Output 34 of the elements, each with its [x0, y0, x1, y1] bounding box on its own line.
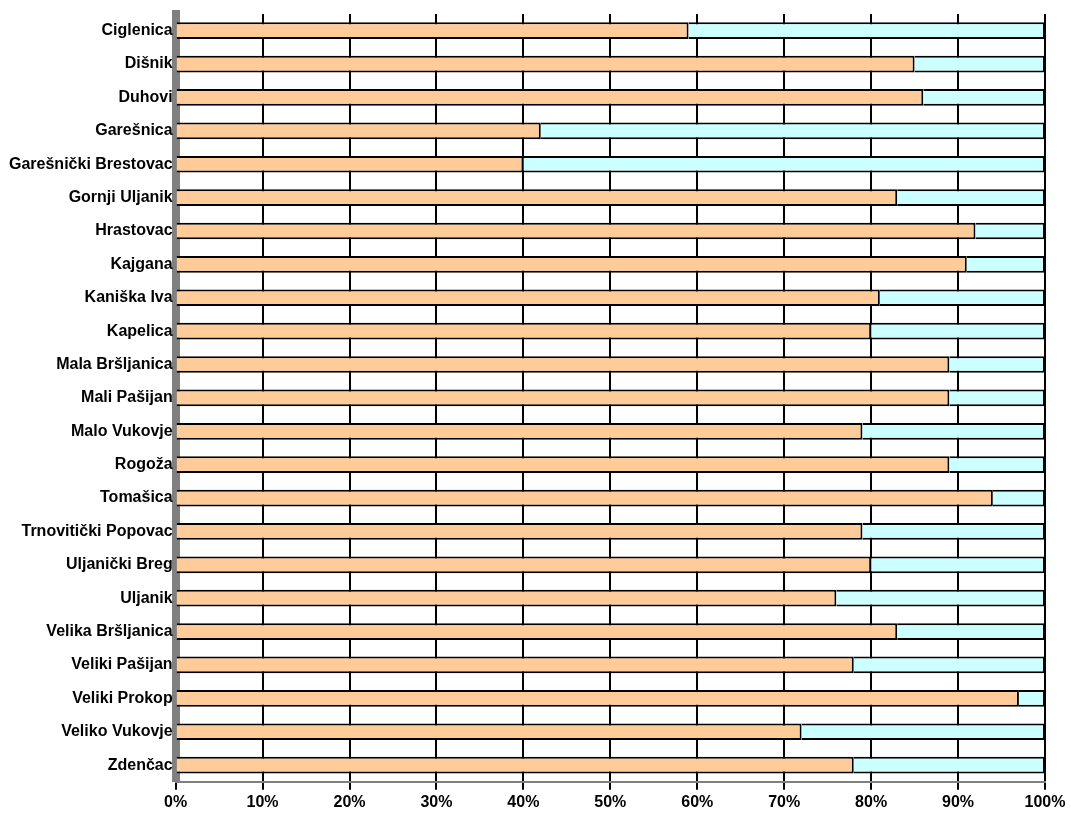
- y-tick-label: Ciglenica: [101, 21, 173, 39]
- x-tick-label: 90%: [942, 792, 975, 810]
- y-tick-label: Trnovitički Popovac: [21, 521, 173, 539]
- x-tick-label: 100%: [1024, 792, 1066, 810]
- y-tick-label: Veliko Vukovje: [61, 722, 173, 740]
- y-tick-label: Dišnik: [124, 54, 173, 72]
- x-tick-label: 20%: [333, 792, 366, 810]
- y-tick-label: Garešnica: [95, 121, 173, 139]
- x-tick-label: 80%: [855, 792, 888, 810]
- y-tick-label: Gornji Uljanik: [68, 188, 173, 206]
- y-tick-label: Kapelica: [106, 321, 173, 339]
- x-tick-label: 0%: [164, 792, 188, 810]
- y-tick-label: Uljanički Breg: [65, 555, 173, 573]
- x-tick-label: 30%: [420, 792, 453, 810]
- y-tick-label: Tomašica: [100, 488, 173, 506]
- y-tick-label: Mali Pašijan: [81, 388, 173, 406]
- y-tick-label: Duhovi: [118, 87, 173, 105]
- y-tick-label: Mala Bršljanica: [56, 354, 173, 372]
- y-tick-label: Veliki Prokop: [72, 688, 173, 706]
- x-tick-label: 60%: [681, 792, 714, 810]
- x-tick-label: 70%: [768, 792, 801, 810]
- y-tick-label: Malo Vukovje: [70, 421, 173, 439]
- x-tick-label: 10%: [246, 792, 279, 810]
- y-tick-label: Kajgana: [110, 254, 173, 272]
- y-tick-label: Rogoža: [114, 455, 173, 473]
- y-tick-label: Garešnički Brestovac: [8, 154, 173, 172]
- y-tick-label: Kaniška Iva: [84, 288, 173, 306]
- x-tick-label: 50%: [594, 792, 627, 810]
- y-tick-label: Hrastovac: [95, 221, 173, 239]
- x-tick-label: 40%: [507, 792, 540, 810]
- y-tick-label: Uljanik: [120, 588, 173, 606]
- y-tick-label: Velika Bršljanica: [46, 621, 173, 639]
- y-tick-label: Veliki Pašijan: [71, 655, 173, 673]
- y-tick-label: Zdenčac: [107, 755, 173, 773]
